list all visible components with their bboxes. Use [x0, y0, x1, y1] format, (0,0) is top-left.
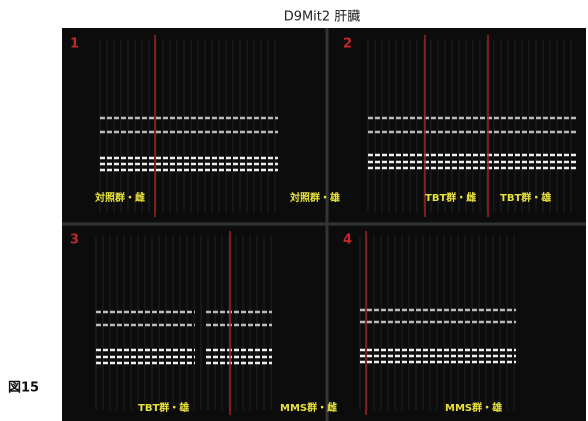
panel-number: 4 [343, 233, 352, 248]
lane-label: MMS群・雌 [280, 401, 337, 414]
panel-number: 1 [70, 37, 79, 52]
figure: D9Mit2 肝臓 図15 1 2 3 4 対照群・雌 対照群・雄 TBT群・雌… [0, 0, 588, 421]
panel-number: 2 [343, 37, 352, 52]
lane-label: TBT群・雄 [138, 401, 189, 414]
page: D9Mit2 肝臓 図15 1 2 3 4 対照群・雌 対照群・雄 TBT群・雌… [0, 0, 588, 421]
lane-label: 対照群・雌 [94, 191, 145, 204]
lane-label: TBT群・雌 [425, 191, 476, 204]
figure-label: 図15 [8, 381, 39, 396]
figure-title: D9Mit2 肝臓 [284, 10, 361, 25]
lane-label: MMS群・雄 [445, 401, 502, 414]
lane-label: 対照群・雄 [289, 191, 340, 204]
panel-number: 3 [70, 233, 79, 248]
lane-label: TBT群・雄 [500, 191, 551, 204]
